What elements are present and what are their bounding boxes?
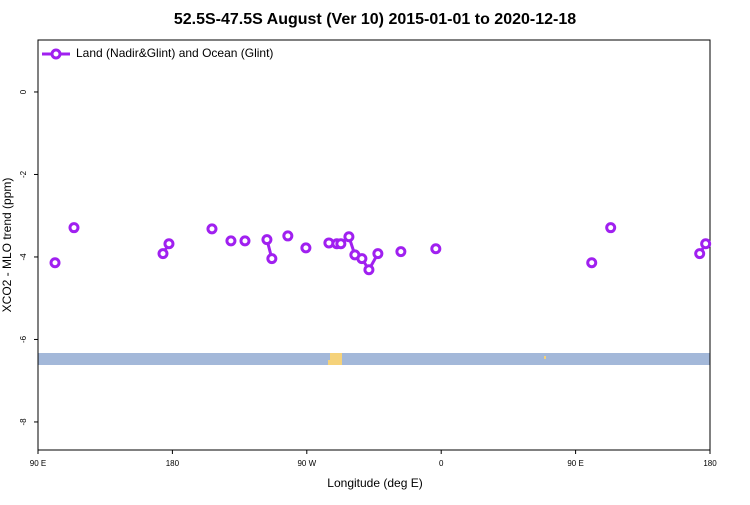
point <box>694 248 706 260</box>
y-axis-label: XCO2 - MLO trend (ppm) <box>0 178 14 313</box>
point <box>157 248 169 260</box>
point <box>335 238 347 250</box>
point <box>261 234 273 246</box>
point <box>372 248 384 260</box>
point <box>49 257 61 269</box>
point <box>266 253 278 265</box>
x-tick-label: 0 <box>439 459 444 468</box>
y-tick-label: -8 <box>19 418 28 426</box>
series-line <box>161 234 707 273</box>
chart-title: 52.5S-47.5S August (Ver 10) 2015-01-01 t… <box>174 11 576 28</box>
x-tick-label: 90 E <box>567 459 583 468</box>
point <box>225 235 237 247</box>
legend-marker <box>50 48 62 60</box>
point <box>395 246 407 258</box>
y-tick-label: -2 <box>19 170 28 178</box>
point <box>363 264 375 276</box>
point <box>605 222 617 234</box>
legend: Land (Nadir&Glint) and Ocean (Glint) <box>42 46 273 60</box>
x-tick-label: 90 W <box>297 459 316 468</box>
x-tick-label: 180 <box>166 459 180 468</box>
point <box>206 223 218 235</box>
legend-label: Land (Nadir&Glint) and Ocean (Glint) <box>76 46 273 60</box>
x-axis-label: Longitude (deg E) <box>327 476 422 490</box>
y-tick-label: 0 <box>19 89 28 94</box>
point <box>300 242 312 254</box>
point <box>586 257 598 269</box>
plot-frame <box>37 39 711 451</box>
point <box>68 222 80 234</box>
point <box>343 231 355 243</box>
x-tick-label: 180 <box>703 459 717 468</box>
land-ocean-strip <box>38 353 710 365</box>
point <box>282 230 294 242</box>
y-tick-label: -4 <box>19 253 28 261</box>
point <box>356 253 368 265</box>
point <box>163 238 175 250</box>
point <box>430 243 442 255</box>
y-tick-label: -6 <box>19 335 28 343</box>
x-tick-label: 90 E <box>30 459 46 468</box>
point <box>700 238 712 250</box>
point <box>239 235 251 247</box>
